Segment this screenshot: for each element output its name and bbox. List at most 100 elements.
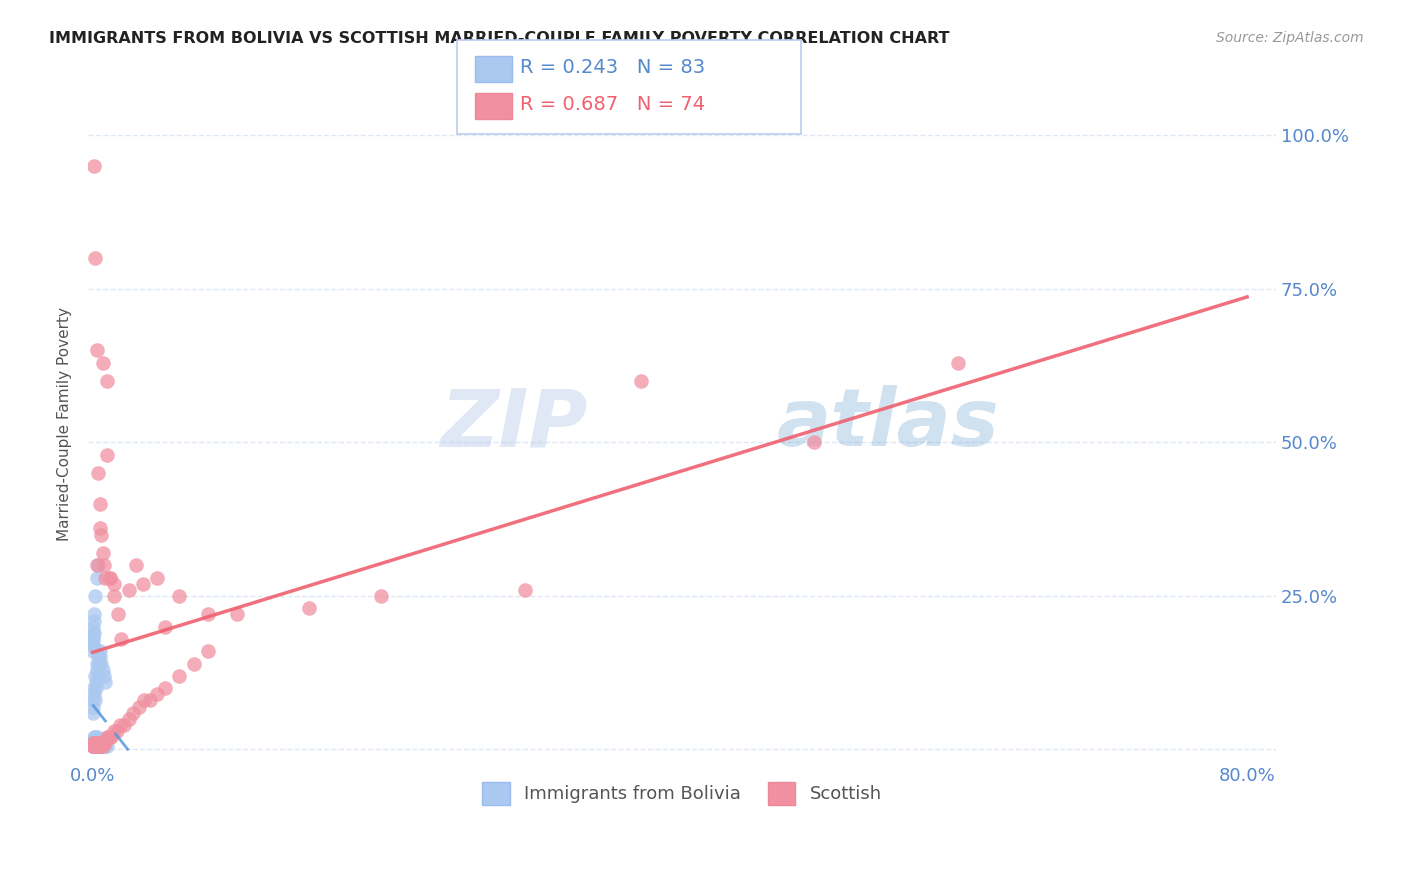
- Point: [132, 576, 155, 591]
- Point: [93, 558, 115, 573]
- Point: [86, 657, 108, 671]
- Point: [82, 739, 104, 754]
- Point: [83, 625, 105, 640]
- Point: [83, 739, 105, 754]
- Point: [82, 632, 104, 646]
- Point: [84, 675, 107, 690]
- Point: [84, 739, 107, 754]
- Point: [84, 739, 107, 754]
- Point: [90, 736, 112, 750]
- Text: ZIP: ZIP: [440, 385, 588, 463]
- Point: [948, 356, 970, 370]
- Point: [90, 657, 112, 671]
- Point: [89, 739, 111, 754]
- Point: [84, 739, 107, 754]
- Point: [87, 736, 110, 750]
- Point: [83, 739, 105, 754]
- Point: [90, 527, 112, 541]
- Point: [89, 736, 111, 750]
- Point: [82, 736, 104, 750]
- Point: [82, 699, 104, 714]
- Point: [82, 638, 104, 652]
- Point: [110, 632, 132, 646]
- Point: [86, 669, 108, 683]
- Point: [91, 739, 114, 754]
- Point: [225, 607, 247, 622]
- Point: [82, 706, 104, 720]
- Point: [87, 650, 110, 665]
- Point: [87, 558, 110, 573]
- Point: [167, 589, 190, 603]
- Point: [197, 644, 219, 658]
- Point: [96, 739, 118, 754]
- Point: [84, 736, 107, 750]
- Point: [153, 620, 176, 634]
- Legend: Immigrants from Bolivia, Scottish: Immigrants from Bolivia, Scottish: [474, 773, 890, 814]
- Point: [86, 733, 108, 747]
- Point: [83, 739, 105, 754]
- Point: [86, 570, 108, 584]
- Point: [82, 644, 104, 658]
- Point: [87, 739, 110, 754]
- Point: [117, 582, 139, 597]
- Point: [86, 343, 108, 358]
- Text: R = 0.243   N = 83: R = 0.243 N = 83: [520, 58, 706, 78]
- Point: [87, 739, 110, 754]
- Point: [91, 356, 114, 370]
- Point: [103, 576, 125, 591]
- Point: [83, 730, 105, 744]
- Point: [83, 736, 105, 750]
- Point: [96, 374, 118, 388]
- Point: [82, 739, 104, 754]
- Point: [87, 736, 110, 750]
- Point: [93, 739, 115, 754]
- Point: [105, 724, 128, 739]
- Point: [146, 570, 169, 584]
- Point: [83, 693, 105, 707]
- Point: [128, 699, 150, 714]
- Point: [89, 650, 111, 665]
- Point: [87, 739, 110, 754]
- Point: [84, 739, 107, 754]
- Point: [86, 739, 108, 754]
- Point: [134, 693, 156, 707]
- Text: IMMIGRANTS FROM BOLIVIA VS SCOTTISH MARRIED-COUPLE FAMILY POVERTY CORRELATION CH: IMMIGRANTS FROM BOLIVIA VS SCOTTISH MARR…: [49, 31, 949, 46]
- Point: [84, 736, 107, 750]
- Point: [94, 736, 117, 750]
- Point: [91, 739, 114, 754]
- Point: [89, 736, 111, 750]
- Point: [98, 570, 121, 584]
- Point: [82, 693, 104, 707]
- Point: [91, 736, 114, 750]
- Point: [125, 558, 148, 573]
- Point: [82, 739, 104, 754]
- Point: [83, 739, 105, 754]
- Point: [82, 620, 104, 634]
- Point: [197, 607, 219, 622]
- Point: [82, 739, 104, 754]
- Point: [83, 614, 105, 628]
- Point: [515, 582, 537, 597]
- Y-axis label: Married-Couple Family Poverty: Married-Couple Family Poverty: [58, 307, 72, 541]
- Point: [97, 730, 120, 744]
- Point: [83, 739, 105, 754]
- Point: [84, 669, 107, 683]
- Point: [84, 739, 107, 754]
- Point: [82, 739, 104, 754]
- Point: [94, 675, 117, 690]
- Point: [82, 739, 104, 754]
- Point: [94, 739, 117, 754]
- Point: [103, 589, 125, 603]
- Point: [83, 739, 105, 754]
- Point: [83, 736, 105, 750]
- Point: [82, 638, 104, 652]
- Point: [84, 739, 107, 754]
- Point: [87, 466, 110, 480]
- Point: [83, 733, 105, 747]
- Point: [82, 736, 104, 750]
- Point: [98, 570, 121, 584]
- Point: [87, 657, 110, 671]
- Point: [96, 730, 118, 744]
- Point: [89, 739, 111, 754]
- Point: [89, 739, 111, 754]
